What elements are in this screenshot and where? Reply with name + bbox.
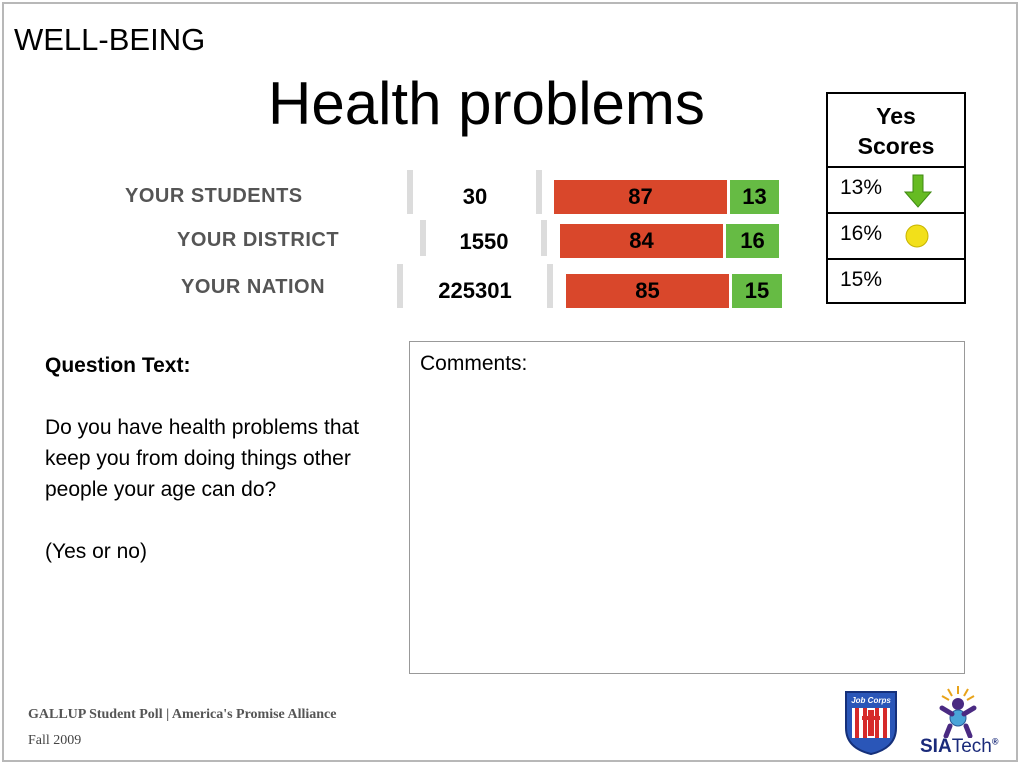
row-divider [397,264,403,308]
question-heading: Question Text: [45,354,191,377]
siatech-rest: Tech [951,736,992,757]
comments-label: Comments: [420,352,528,375]
question-panel: Question Text: Do you have health proble… [45,350,390,567]
yes-bar: 13 [730,180,779,214]
yellow-circle-icon [905,224,929,248]
row-divider [407,170,413,214]
respondent-count: 225301 [438,278,512,303]
siatech-logo [939,686,977,738]
yes-bar: 16 [726,224,779,258]
respondent-count: 30 [462,184,488,209]
score-cell-district: 16% [828,214,964,260]
yes-scores-table: Yes Scores 13% 16% 15% [826,92,966,304]
score-value: 15% [840,268,883,291]
green-down-arrow-icon [904,174,932,208]
job-corps-logo: Job Corps [845,691,897,756]
siatech-bold: SIA [920,736,952,757]
no-bar: 87 [554,180,727,214]
row-label: YOUR NATION [181,276,326,298]
header-line: Yes [876,103,916,129]
score-cell-nation: 15% [828,260,964,306]
row-divider [541,220,547,256]
question-text: Do you have health problems that keep yo… [45,416,360,501]
question-note: (Yes or no) [45,540,147,563]
score-cell-students: 13% [828,168,964,214]
row-label: YOUR DISTRICT [177,229,340,251]
respondent-count: 1550 [459,229,509,254]
footer-source: GALLUP Student Poll | America's Promise … [28,707,337,722]
header-line: Scores [857,133,935,159]
row-divider [536,170,542,214]
page-title: Health problems [268,70,705,137]
footer-date: Fall 2009 [28,733,82,748]
svg-text:Job Corps: Job Corps [851,696,891,705]
row-divider [547,264,553,308]
score-value: 16% [840,222,883,245]
no-bar: 84 [560,224,723,258]
yes-bar: 15 [732,274,782,308]
row-divider [420,220,426,256]
score-value: 13% [840,176,883,199]
siatech-wordmark: SIATech® [920,736,998,758]
yes-scores-header: Yes Scores [828,94,964,168]
row-label: YOUR STUDENTS [125,185,303,207]
registered-mark: ® [991,736,999,747]
section-label: WELL-BEING [14,22,206,57]
no-bar: 85 [566,274,729,308]
comments-box[interactable]: Comments: [409,341,965,674]
